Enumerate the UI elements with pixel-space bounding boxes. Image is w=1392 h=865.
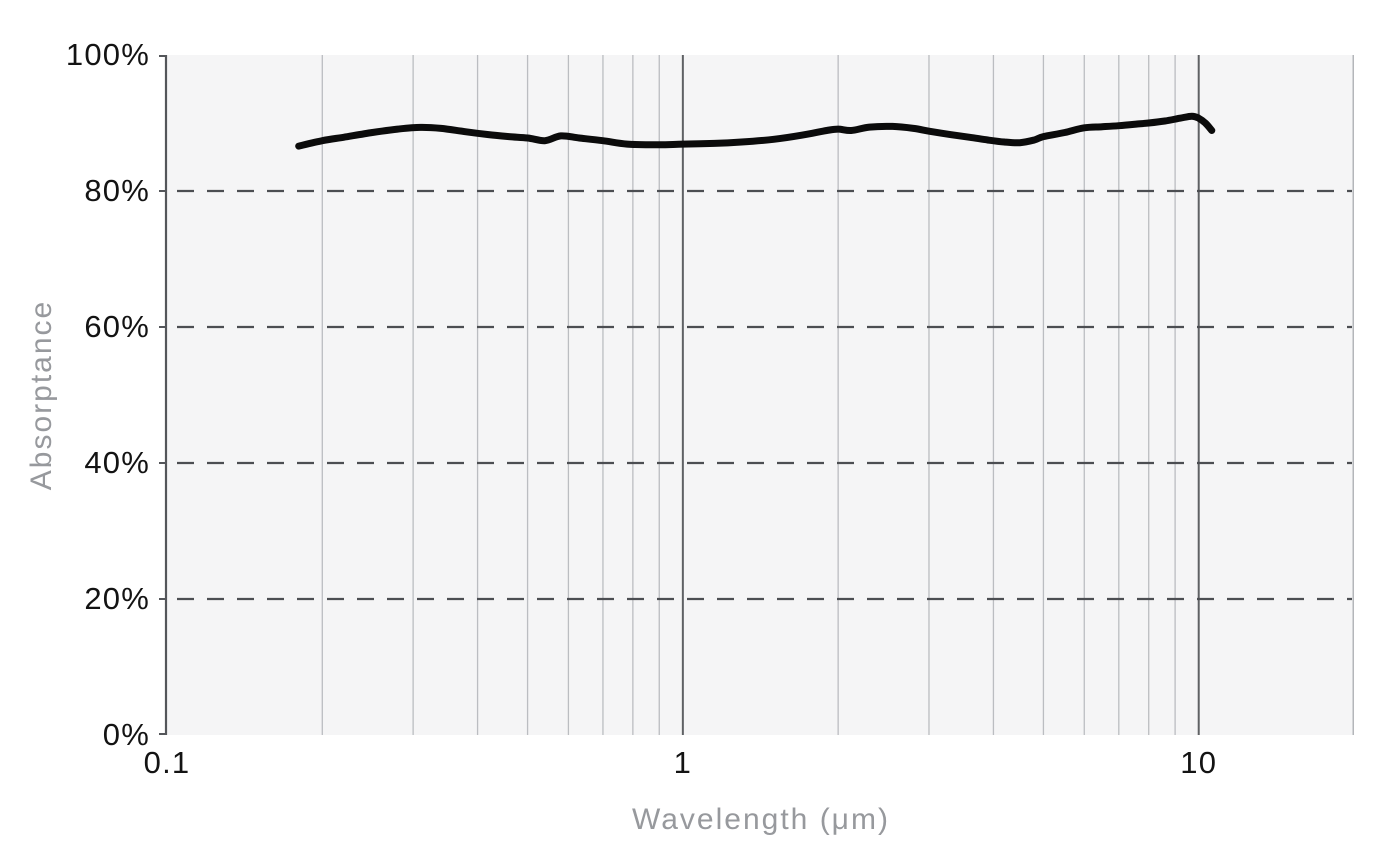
plot-background [167, 55, 1354, 735]
major-gridlines [681, 55, 1200, 735]
x-tick-label-0.1: 0.1 [143, 745, 191, 780]
minor-gridlines [321, 55, 1176, 735]
y-tick-label-20: 20% [84, 581, 150, 616]
y-tick-label-0: 0% [102, 717, 150, 752]
plot-svg [159, 55, 1354, 735]
x-tick-label-10: 10 [1180, 745, 1218, 780]
y-tick-label-100: 100% [65, 37, 150, 72]
x-axis-title: Wavelength (μm) [632, 803, 890, 836]
dashed-gridlines [177, 189, 1352, 601]
x-tick-label-1: 1 [673, 745, 693, 780]
y-tick-label-40: 40% [84, 445, 150, 480]
y-tick-label-60: 60% [84, 309, 150, 344]
y-tick-label-80: 80% [84, 173, 150, 208]
plot-area [159, 55, 1354, 735]
absorptance-curve [295, 112, 1216, 150]
y-axis-ticks [159, 55, 165, 735]
